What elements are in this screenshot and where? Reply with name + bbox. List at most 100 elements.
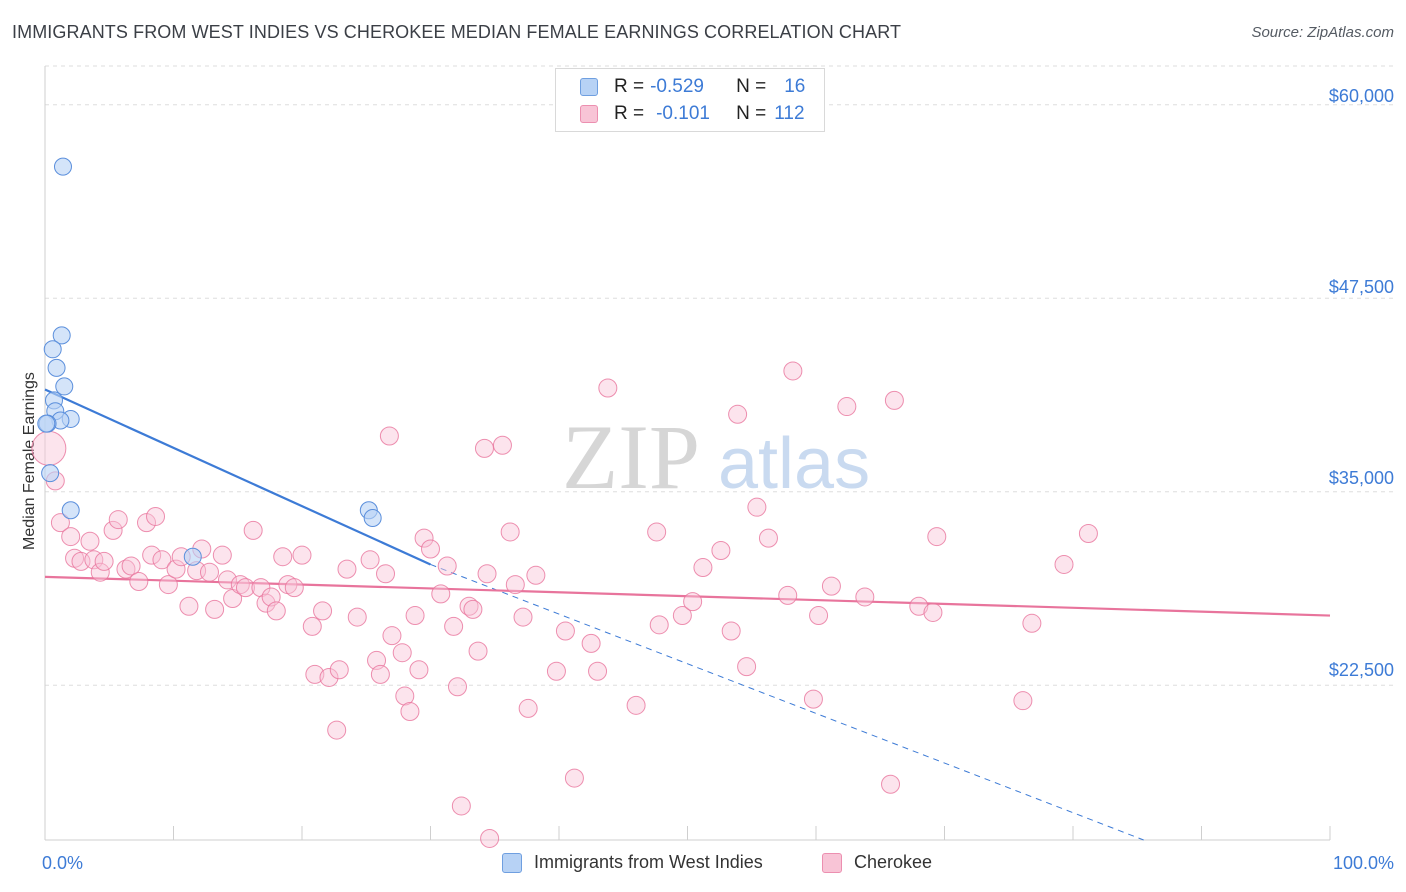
point-cherokee [855,587,875,607]
point-cherokee [526,565,546,585]
n-value: 16 [784,76,806,97]
point-cherokee [61,527,81,547]
point-cherokee [927,527,947,547]
point-cherokee [555,621,575,641]
x-tick-label-max: 100.0% [1332,853,1394,873]
chart-title: IMMIGRANTS FROM WEST INDIES VS CHEROKEE … [12,22,902,42]
point-cherokee [500,522,520,542]
point-cherokee [721,621,741,641]
point-cherokee [158,575,178,595]
point-cherokee [546,661,566,681]
point-cherokee [672,606,692,626]
point-cherokee [728,404,748,424]
point-west-indies [43,340,62,359]
point-west-indies [55,377,74,396]
point-cherokee [142,545,162,565]
n-value: 112 [774,103,805,124]
point-cherokee [84,550,104,570]
n-label: N = [736,76,767,97]
watermark-atlas: atlas [718,424,870,504]
point-cherokee [409,660,429,680]
point-cherokee [492,435,512,455]
point-west-indies [37,414,56,433]
point-cherokee [598,378,618,398]
point-cherokee [235,578,255,598]
point-cherokee [90,562,110,582]
point-cherokee [477,564,497,584]
legend-swatch-blue [502,852,522,873]
x-tick-label-min: 0.0% [42,853,84,873]
point-cherokee [778,585,798,605]
point-cherokee [747,497,767,517]
point-west-indies [61,501,80,520]
trend-line-cherokee [44,575,1331,617]
point-cherokee [405,606,425,626]
legend-item-cherokee[interactable]: Cherokee [822,852,932,873]
point-cherokee [199,562,219,582]
point-cherokee [230,575,250,595]
point-cherokee [909,596,929,616]
point-cherokee [395,686,415,706]
y-tick-label-22500: $22,500 [1328,660,1394,680]
point-cherokee [116,559,136,579]
legend-swatch-blue [580,78,598,96]
y-tick-label-35000: $35,000 [1328,468,1394,488]
point-west-indies [52,326,71,345]
y-tick-label-60000: $60,000 [1328,86,1394,106]
point-cherokee [447,677,467,697]
point-cherokee [588,661,608,681]
legend-label: Cherokee [854,852,933,872]
point-cherokee [146,506,166,526]
point-cherokee [94,551,114,571]
point-cherokee [505,575,525,595]
point-cherokee [376,564,396,584]
point-cherokee [923,602,943,622]
point-cherokee [217,570,237,590]
point-cherokee [292,545,312,565]
point-cherokee [837,397,857,417]
point-cherokee [693,558,713,578]
data-points [31,157,1098,848]
point-cherokee [121,556,141,576]
point-cherokee [129,571,149,591]
point-cherokee [821,576,841,596]
point-west-indies [183,547,202,566]
point-cherokee [337,559,357,579]
point-cherokee [459,596,479,616]
point-cherokee [463,599,483,619]
legend-swatch-pink [822,852,842,873]
point-cherokee [313,601,333,621]
trend-lines [44,388,1331,841]
point-cherokee [421,539,440,559]
point-cherokee [803,689,823,709]
point-cherokee [737,657,757,677]
point-cherokee [1022,613,1042,633]
point-cherokee [80,531,100,551]
legend-item-west-indies[interactable]: Immigrants from West Indies [502,852,763,873]
legend-row-cherokee: R = -0.101 N = 112 [580,103,805,125]
point-cherokee [347,607,367,627]
point-cherokee [474,438,494,458]
point-cherokee [758,528,778,548]
point-cherokee [205,599,225,619]
point-cherokee [647,522,667,542]
r-value: -0.529 [650,76,704,97]
point-cherokee [50,513,70,533]
point-cherokee [564,768,584,788]
point-cherokee [884,390,904,410]
point-west-indies [41,464,60,483]
point-cherokee [243,520,263,540]
r-label: R = [614,76,645,97]
point-cherokee [649,615,669,635]
point-cherokee [444,616,464,636]
trend-line-west-indies [44,388,431,566]
point-cherokee [518,698,538,718]
point-cherokee [31,430,67,466]
point-west-indies [47,358,66,377]
point-cherokee [414,528,434,548]
legend-label: Immigrants from West Indies [534,852,763,872]
point-cherokee [152,550,172,570]
point-cherokee [392,643,412,663]
point-cherokee [360,550,380,570]
